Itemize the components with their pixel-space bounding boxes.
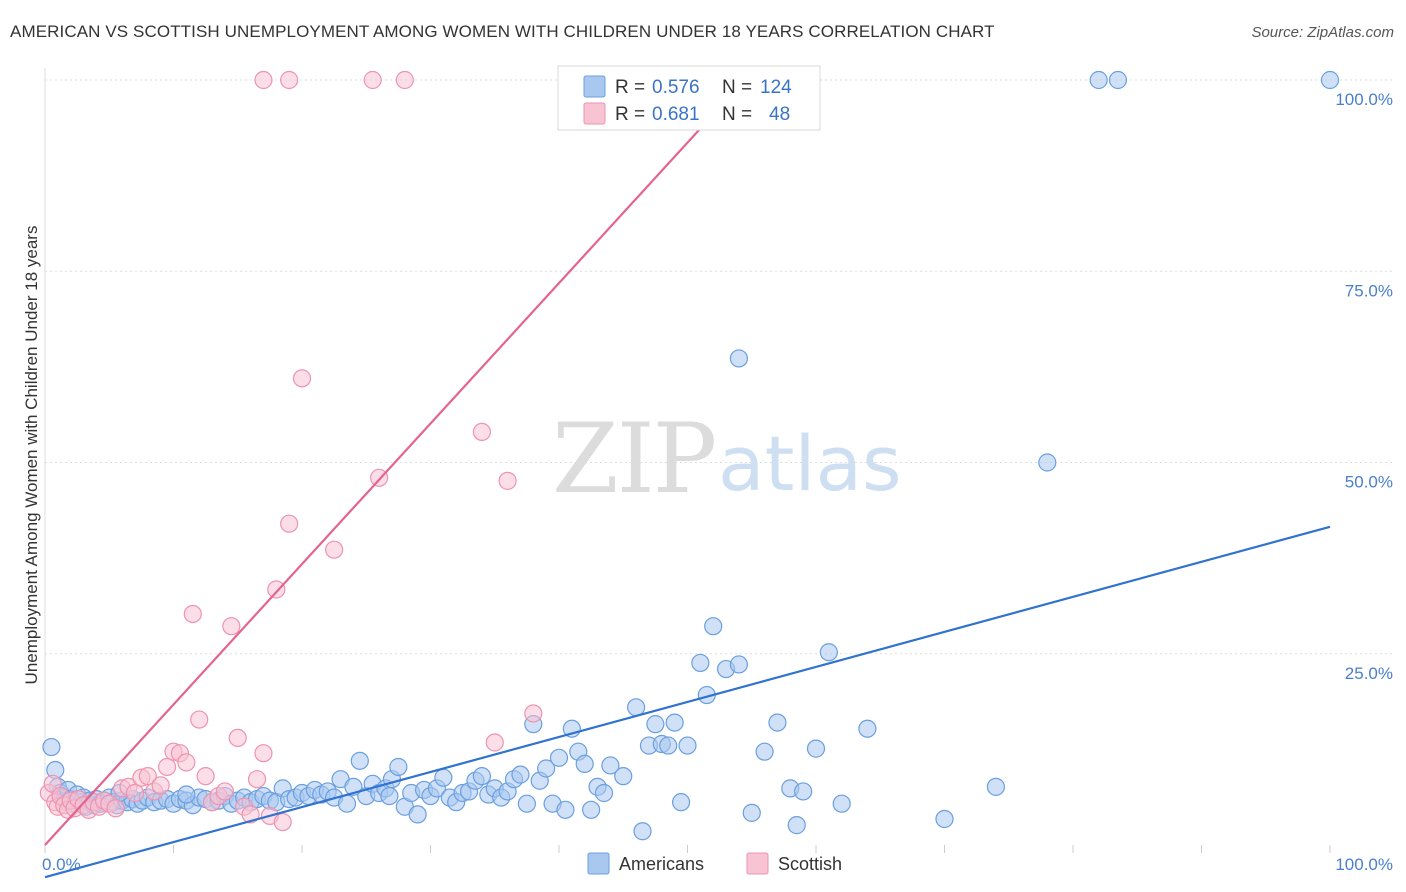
americans-point xyxy=(512,766,529,783)
americans-point xyxy=(692,654,709,671)
americans-point xyxy=(756,743,773,760)
legend-swatch-americans xyxy=(584,76,605,97)
scottish-point xyxy=(216,783,233,800)
americans-point xyxy=(595,784,612,801)
americans-point xyxy=(338,795,355,812)
legend-n-label-scottish: N = xyxy=(722,104,752,125)
scottish-point xyxy=(255,72,272,89)
scottish-point xyxy=(281,72,298,89)
x-tick-label: 0.0% xyxy=(42,855,81,874)
scottish-point xyxy=(107,800,124,817)
scottish-point xyxy=(473,423,490,440)
scottish-point xyxy=(499,472,516,489)
y-axis-label: Unemployment Among Women with Children U… xyxy=(22,226,41,685)
americans-point xyxy=(859,720,876,737)
scottish-point xyxy=(159,758,176,775)
americans-point xyxy=(1090,72,1107,89)
americans-point xyxy=(435,769,452,786)
americans-point xyxy=(576,755,593,772)
legend-r-value-scottish: 0.681 xyxy=(652,104,700,125)
americans-point xyxy=(390,758,407,775)
americans-point xyxy=(936,810,953,827)
scottish-point xyxy=(152,777,169,794)
americans-point xyxy=(518,795,535,812)
americans-point xyxy=(473,768,490,785)
americans-point xyxy=(820,644,837,661)
americans-point xyxy=(769,714,786,731)
americans-point xyxy=(808,740,825,757)
watermark: ZIP atlas xyxy=(552,403,902,515)
y-tick-label: 50.0% xyxy=(1345,473,1393,492)
scottish-point xyxy=(178,754,195,771)
americans-point xyxy=(795,783,812,800)
scottish-point xyxy=(249,771,266,788)
americans-point xyxy=(833,795,850,812)
americans-point xyxy=(987,778,1004,795)
americans-point xyxy=(409,806,426,823)
bottom-legend-swatch-americans xyxy=(588,853,609,874)
scottish-point xyxy=(396,72,413,89)
legend-r-label-americans: R = xyxy=(615,77,645,98)
scottish-point xyxy=(294,370,311,387)
americans-point xyxy=(730,350,747,367)
scottish-point xyxy=(126,784,143,801)
americans-point xyxy=(673,794,690,811)
scottish-point xyxy=(274,814,291,831)
americans-point xyxy=(666,714,683,731)
y-tick-label: 25.0% xyxy=(1345,664,1393,683)
scottish-point xyxy=(326,541,343,558)
bottom-legend-label-americans: Americans xyxy=(619,854,704,874)
americans-point xyxy=(381,788,398,805)
y-tick-label: 100.0% xyxy=(1335,90,1393,109)
scottish-point xyxy=(184,605,201,622)
americans-point xyxy=(583,801,600,818)
legend-r-label-scottish: R = xyxy=(615,104,645,125)
x-tick-label: 100.0% xyxy=(1335,855,1393,874)
scottish-point xyxy=(197,768,214,785)
americans-point xyxy=(634,823,651,840)
americans-point xyxy=(43,739,60,756)
americans-point xyxy=(788,817,805,834)
legend-swatch-scottish xyxy=(584,103,605,124)
americans-point xyxy=(679,737,696,754)
y-axis-ticks: 25.0% 50.0% 75.0% 100.0% xyxy=(1335,90,1393,683)
scottish-point xyxy=(255,745,272,762)
americans-trendline xyxy=(45,527,1330,877)
americans-point xyxy=(1109,72,1126,89)
americans-point xyxy=(743,804,760,821)
americans-point xyxy=(557,801,574,818)
x-axis-ticks: 0.0% 100.0% xyxy=(42,855,1393,874)
legend-n-value-americans: 124 xyxy=(760,77,792,98)
bottom-legend-label-scottish: Scottish xyxy=(778,854,842,874)
legend-n-value-scottish: 48 xyxy=(769,104,790,125)
scottish-point xyxy=(191,711,208,728)
stats-legend: R = 0.576 N = 124 R = 0.681 N = 48 xyxy=(558,66,820,130)
americans-point xyxy=(705,618,722,635)
americans-point xyxy=(178,786,195,803)
watermark-atlas: atlas xyxy=(718,419,902,508)
scottish-point xyxy=(364,72,381,89)
americans-point xyxy=(351,752,368,769)
scottish-point xyxy=(223,618,240,635)
bottom-legend-swatch-scottish xyxy=(747,853,768,874)
scottish-point xyxy=(229,729,246,746)
scatter-chart: ZIP atlas 25.0% 50.0% 75.0% 100.0% 0.0% 100.… xyxy=(0,0,1406,892)
americans-point xyxy=(647,716,664,733)
americans-point xyxy=(1322,72,1339,89)
y-tick-label: 75.0% xyxy=(1345,281,1393,300)
scottish-point xyxy=(268,581,285,598)
legend-r-value-americans: 0.576 xyxy=(652,77,700,98)
scottish-points xyxy=(40,72,586,831)
americans-point xyxy=(615,768,632,785)
watermark-zip: ZIP xyxy=(552,403,715,515)
americans-point xyxy=(551,749,568,766)
series-legend: Americans Scottish xyxy=(588,853,842,874)
scottish-point xyxy=(281,515,298,532)
scottish-point xyxy=(525,705,542,722)
scottish-point xyxy=(486,734,503,751)
legend-n-label-americans: N = xyxy=(722,77,752,98)
americans-point xyxy=(730,656,747,673)
americans-point xyxy=(1039,454,1056,471)
americans-point xyxy=(660,737,677,754)
